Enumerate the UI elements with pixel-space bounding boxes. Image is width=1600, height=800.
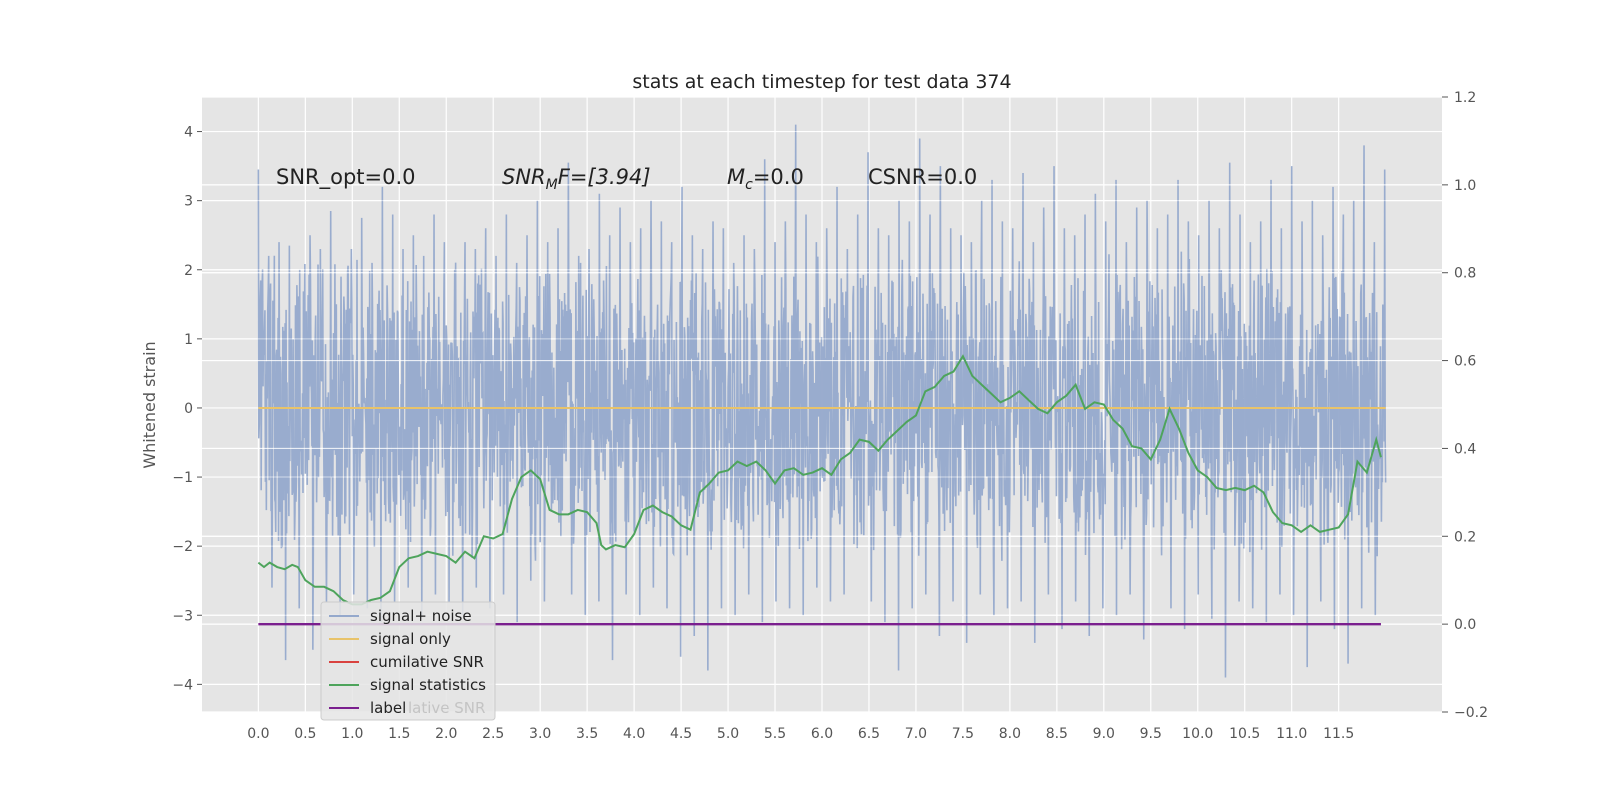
legend: signal+ noise signal only cumilative SNR…: [320, 601, 496, 721]
y-tick-label: 4: [184, 125, 193, 141]
y2-axis-ticks: 1.2 1.0 0.8 0.6 0.4 0.2 0.0 −0.2: [1442, 90, 1488, 721]
x-tick-label: 0.0: [247, 726, 269, 742]
x-tick-label: 10.0: [1182, 726, 1213, 742]
annotation-mc: Mc=0.0: [727, 165, 804, 193]
chart-title: stats at each timestep for test data 374: [632, 71, 1011, 93]
series-signal-noise: [257, 124, 1387, 678]
legend-label-noise: signal+ noise: [370, 607, 472, 625]
x-tick-label: 3.5: [576, 726, 598, 742]
y2-tick-label: 0.4: [1454, 441, 1476, 457]
x-tick-label: 6.5: [858, 726, 880, 742]
x-tick-label: 9.5: [1140, 726, 1162, 742]
x-axis-ticks: 0.0 0.5 1.0 1.5 2.0 2.5 3.0 3.5 4.0 4.5 5.0 5.5 6.0 6…: [247, 726, 1354, 742]
x-tick-label: 1.5: [388, 726, 410, 742]
y2-tick-label: 1.0: [1454, 178, 1476, 194]
x-tick-label: 7.0: [905, 726, 927, 742]
y2-tick-label: 1.2: [1454, 90, 1476, 106]
annotation-snr-mf: SNRMF=[3.94]: [502, 165, 651, 193]
annotation-csnr: CSNR=0.0: [868, 165, 977, 189]
y2-tick-label: 0.0: [1454, 617, 1476, 633]
annotation-snr-opt: SNR_opt=0.0: [276, 165, 416, 190]
x-tick-label: 10.5: [1229, 726, 1260, 742]
legend-label-stats: signal statistics: [370, 676, 486, 694]
x-tick-label: 4.0: [623, 726, 645, 742]
y-tick-label: −3: [172, 608, 193, 624]
x-tick-label: 7.5: [952, 726, 974, 742]
x-tick-label: 4.5: [670, 726, 692, 742]
x-tick-label: 8.5: [1046, 726, 1068, 742]
x-tick-label: 3.0: [529, 726, 551, 742]
y-tick-label: 3: [184, 194, 193, 210]
x-tick-label: 1.0: [341, 726, 363, 742]
x-tick-label: 9.0: [1093, 726, 1115, 742]
x-tick-label: 5.5: [764, 726, 786, 742]
x-tick-label: 2.0: [435, 726, 457, 742]
x-tick-label: 5.0: [717, 726, 739, 742]
y2-tick-label: 0.8: [1454, 266, 1476, 282]
y2-tick-label: 0.6: [1454, 354, 1476, 370]
legend-label-ghost: lative SNR: [408, 699, 485, 717]
y-axis-ticks: 4 3 2 1 0 −1 −2 −3 −4: [172, 125, 202, 693]
y-tick-label: 1: [184, 332, 193, 348]
legend-label-label: label: [370, 699, 406, 717]
x-tick-label: 6.0: [811, 726, 833, 742]
y-tick-label: −4: [172, 677, 193, 693]
x-tick-label: 11.0: [1276, 726, 1307, 742]
legend-label-csnr: cumilative SNR: [370, 653, 484, 671]
x-tick-label: 11.5: [1323, 726, 1354, 742]
y-tick-label: −1: [172, 470, 193, 486]
y-tick-label: 2: [184, 263, 193, 279]
y-tick-label: −2: [172, 539, 193, 555]
legend-label-signal: signal only: [370, 630, 451, 648]
y2-tick-label: 0.2: [1454, 529, 1476, 545]
x-tick-label: 2.5: [482, 726, 504, 742]
legend-box: [320, 601, 496, 721]
y-tick-label: 0: [184, 401, 193, 417]
series-signal-statistics: [257, 354, 1382, 606]
x-tick-label: 0.5: [294, 726, 316, 742]
y-axis-label: Whitened strain: [140, 341, 159, 468]
y2-tick-label: −0.2: [1454, 705, 1488, 721]
x-tick-label: 8.0: [999, 726, 1021, 742]
